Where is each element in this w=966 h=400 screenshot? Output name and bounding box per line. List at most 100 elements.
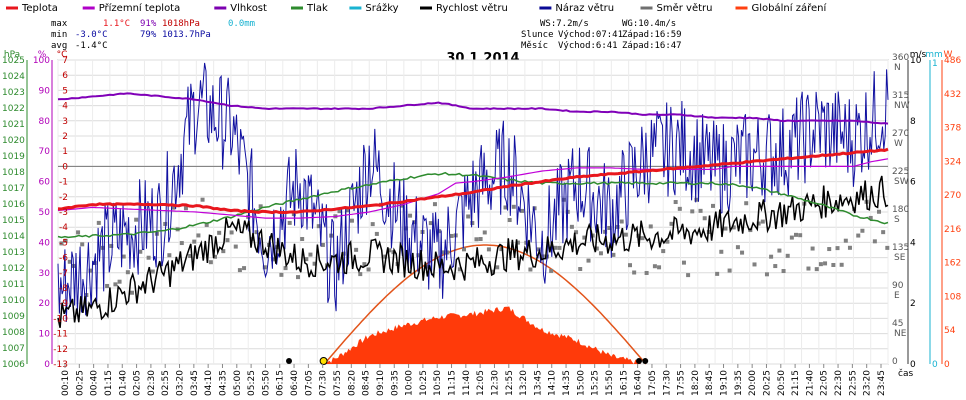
wm-tick: 0 [944,360,950,370]
wind-direction-point [134,217,139,222]
info-sun-label: Slunce [521,30,554,40]
stats-max-hum: 91% [140,19,157,29]
info-ws: WS:7.2m/s [540,19,589,29]
legend-item: Srážky [365,2,398,14]
info-sun-set: Západ:16:59 [622,30,682,40]
temp-tick: -8 [59,284,68,294]
ms-tick: 4 [910,238,916,248]
wind-direction-point [225,238,230,243]
stats-panel: max 1.1°C 91% 1018hPa 0.0mm min -3.0°C 7… [51,19,255,51]
wind-direction-point [412,220,417,225]
x-tick: 03:20 [176,370,186,396]
x-tick: 10:00 [405,370,415,396]
wind-direction-point [88,268,93,273]
temperature-line [57,147,889,215]
x-tick: 04:10 [204,370,214,396]
wind-direction-point [283,266,288,271]
wind-direction-point [503,205,508,210]
x-tick: 17:05 [648,370,658,396]
wind-direction-point [130,290,135,295]
wind-direction-point [731,225,736,230]
wind-direction-point [208,260,213,265]
x-tick: 02:30 [147,370,157,396]
wind-direction-point [486,247,491,252]
wind-direction-point [121,254,126,259]
wind-direction-point [279,272,284,277]
temp-axis-label: °C [57,50,68,60]
wind-direction-point [877,209,882,214]
wind-direction-point [150,269,155,274]
wind-direction-point [296,275,301,280]
x-tick: 09:35 [390,370,400,396]
sunrise-marker [319,357,328,365]
wind-direction-point [171,205,176,210]
mm-tick: 1 [932,59,938,69]
wind-direction-point [611,252,616,257]
ms-tick: 10 [910,56,922,66]
direction-tick: 315 [892,91,909,101]
legend-item: Rychlost větru [436,2,508,14]
x-tick: 06:40 [290,370,300,396]
mm-axis-label: mm [925,50,943,60]
wind-direction-point [229,230,234,235]
x-tick: 21:15 [791,370,801,396]
wind-direction-point [354,247,359,252]
wind-direction-point [183,206,188,211]
x-tick: 05:25 [247,370,257,396]
wind-direction-point [341,251,346,256]
wind-direction-point [843,238,848,243]
wind-direction-point [823,261,828,266]
direction-tick-label: SE [894,253,906,263]
wind-direction-point [221,249,226,254]
hpa-tick: 1006 [2,360,25,370]
wind-direction-point [374,231,379,236]
temp-tick: -5 [59,238,68,248]
wind-direction-point [569,224,574,229]
sun-elevation-arc [323,244,647,365]
wind-direction-point [677,206,682,211]
wind-direction-point [416,253,421,258]
wm-tick: 108 [944,292,961,302]
wind-direction-point [387,248,392,253]
wm-tick: 324 [944,157,961,167]
wind-direction-point [814,267,819,272]
wind-direction-point [735,245,740,250]
temp-tick: -11 [53,330,68,340]
wind-direction-point [827,247,832,252]
wind-direction-point [594,246,599,251]
hpa-tick: 1007 [2,344,25,354]
pct-tick: 100 [33,56,50,66]
x-tick: 12:55 [505,370,515,396]
wind-direction-point [881,230,886,235]
direction-tick-label: NW [894,101,910,111]
info-sun-rise: Východ:07:41 [558,30,623,40]
sunset-marker [642,358,649,364]
wind-direction-point [619,219,624,224]
x-tick: 01:40 [118,370,128,396]
wind-direction-point [196,233,201,238]
stats-max-label: max [51,19,68,29]
x-tick: 22:30 [834,370,844,396]
wind-direction-point [715,271,720,276]
temp-tick: -9 [59,299,68,309]
hpa-tick: 1012 [2,264,25,274]
x-tick: 00:10 [61,370,71,396]
x-tick: 12:30 [490,370,500,396]
temp-tick: -10 [53,314,68,324]
wind-direction-point [777,248,782,253]
stats-max-temp: 1.1°C [103,19,130,29]
wind-direction-point [432,202,437,207]
wind-direction-point [623,232,628,237]
x-tick: 07:05 [304,370,314,396]
wind-direction-point [868,215,873,220]
direction-tick-label: S [894,215,900,225]
x-tick: 00:25 [75,370,85,396]
temp-tick: 1 [62,147,68,157]
wind-direction-point [491,269,496,274]
ms-tick: 6 [910,178,916,188]
wind-direction-point [96,220,101,225]
wind-speed-line [57,175,889,328]
x-tick: 08:20 [347,370,357,396]
x-axis-label: čas [898,368,913,379]
wind-direction-point [507,218,512,223]
